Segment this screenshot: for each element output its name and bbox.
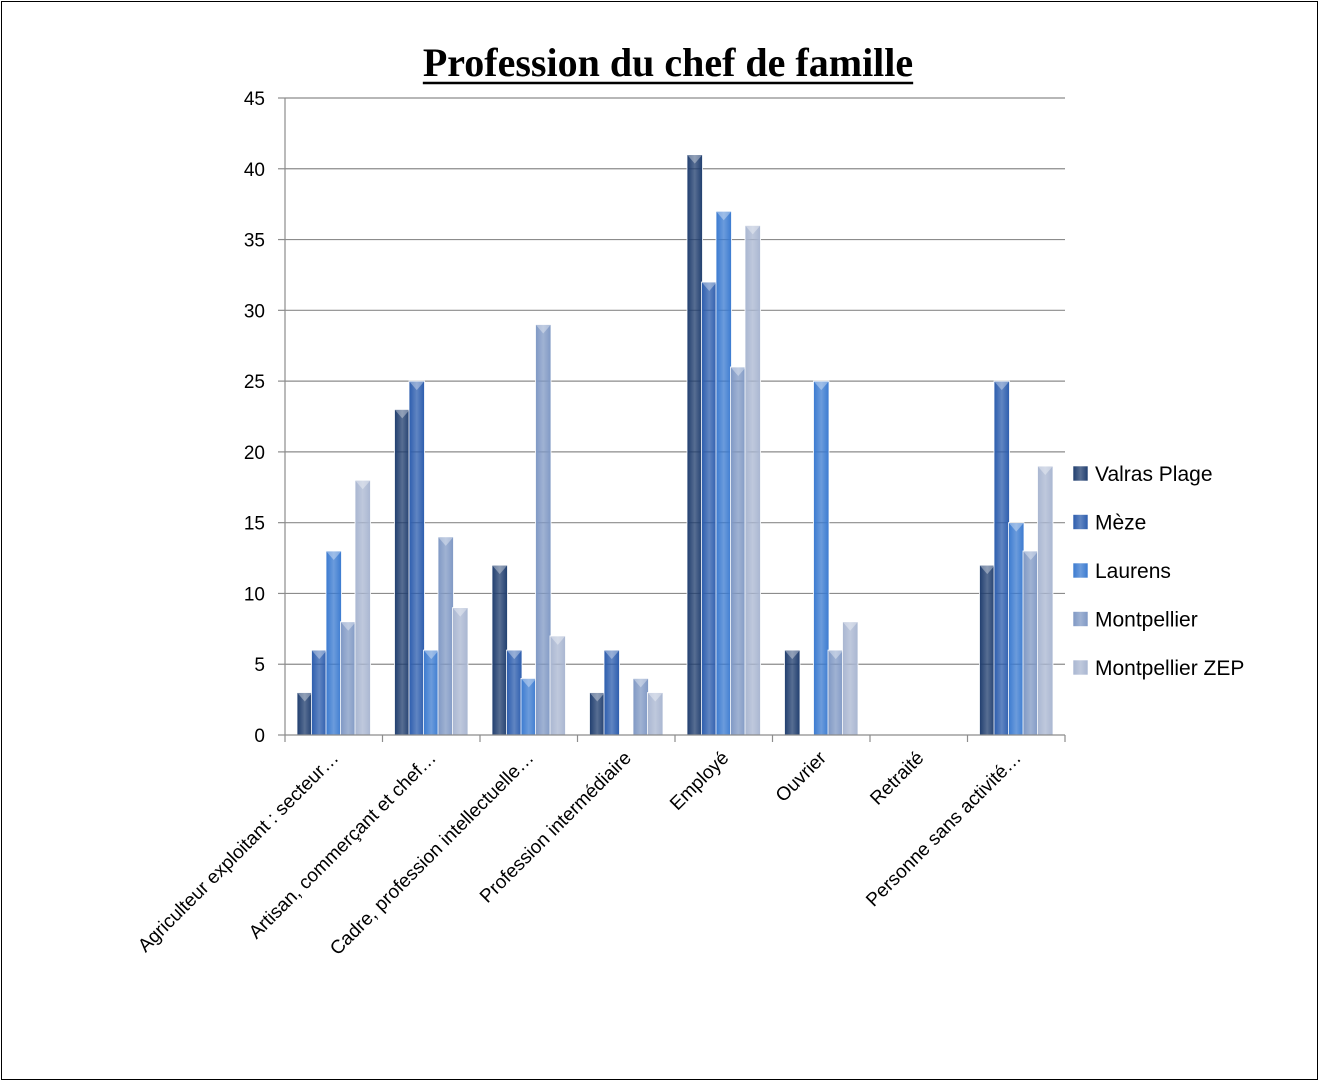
bar-montpellier-ouvrier bbox=[827, 649, 844, 736]
bar-montpellier-employe bbox=[730, 366, 747, 736]
legend: Valras Plage Mèze Laurens Montpellier Montpe… bbox=[1072, 463, 1244, 680]
legend-item-meze: Mèze bbox=[1072, 512, 1146, 535]
bar-valras-plage-employe bbox=[686, 154, 703, 736]
legend-swatch bbox=[1072, 514, 1089, 530]
legend-item-montpellier: Montpellier bbox=[1072, 609, 1198, 632]
y-tick-label: 45 bbox=[244, 89, 265, 110]
y-tick-label: 35 bbox=[244, 231, 265, 252]
bar-montpellier-zep-personne-sans-activite bbox=[1037, 465, 1054, 736]
bar-meze-agriculteur-exploitant-secteur bbox=[311, 649, 328, 736]
bar-meze-profession-intermediaire bbox=[603, 649, 620, 736]
bar-valras-plage-artisan-commercant-et-chef bbox=[394, 409, 411, 736]
legend-label: Montpellier bbox=[1095, 609, 1198, 632]
legend-swatch bbox=[1072, 659, 1089, 676]
bar-laurens-ouvrier bbox=[813, 380, 830, 736]
bar-meze-personne-sans-activite bbox=[993, 380, 1010, 736]
bar-montpellier-zep-artisan-commercant-et-chef bbox=[452, 607, 469, 736]
y-axis-ticks: 0 5 10 15 20 25 30 35 40 45 bbox=[244, 89, 285, 747]
bar-montpellier-zep-employe bbox=[744, 224, 761, 736]
bar-montpellier-zep-cadre-profession-intellectuelle bbox=[549, 635, 566, 736]
legend-item-montpellier-zep: Montpellier ZEP bbox=[1072, 657, 1244, 680]
x-axis-labels: Agriculteur exploitant : secteur…Artisan… bbox=[134, 747, 1026, 959]
y-tick-label: 15 bbox=[244, 514, 265, 535]
bar-laurens-employe bbox=[715, 210, 732, 736]
y-tick-label: 40 bbox=[244, 160, 265, 181]
bar-montpellier-artisan-commercant-et-chef bbox=[437, 536, 454, 736]
legend-label: Laurens bbox=[1095, 560, 1171, 583]
legend-label: Valras Plage bbox=[1095, 463, 1213, 486]
bar-valras-plage-ouvrier bbox=[784, 649, 801, 736]
bar-montpellier-profession-intermediaire bbox=[632, 677, 649, 736]
bar-montpellier-cadre-profession-intellectuelle bbox=[535, 324, 552, 736]
bar-valras-plage-agriculteur-exploitant-secteur bbox=[296, 692, 313, 736]
bar-valras-plage-profession-intermediaire bbox=[589, 692, 606, 736]
legend-swatch bbox=[1072, 465, 1089, 482]
x-category-label: Cadre, profession intellectuelle… bbox=[326, 748, 538, 960]
bar-montpellier-personne-sans-activite bbox=[1022, 550, 1039, 736]
chart-title: Profession du chef de famille bbox=[423, 40, 913, 85]
y-tick-label: 0 bbox=[254, 726, 265, 747]
bar-montpellier-zep-ouvrier bbox=[842, 621, 859, 736]
y-tick-label: 10 bbox=[244, 584, 265, 605]
bar-valras-plage-cadre-profession-intellectuelle bbox=[491, 564, 508, 736]
y-tick-label: 25 bbox=[244, 372, 265, 393]
bar-meze-cadre-profession-intellectuelle bbox=[506, 649, 523, 736]
axes bbox=[284, 98, 1066, 742]
bar-montpellier-zep-profession-intermediaire bbox=[647, 692, 664, 736]
bar-laurens-personne-sans-activite bbox=[1008, 522, 1025, 736]
legend-label: Mèze bbox=[1095, 512, 1146, 535]
legend-item-valras-plage: Valras Plage bbox=[1072, 463, 1213, 486]
bar-laurens-cadre-profession-intellectuelle bbox=[520, 677, 537, 736]
bar-valras-plage-personne-sans-activite bbox=[979, 564, 996, 736]
bar-laurens-agriculteur-exploitant-secteur bbox=[325, 550, 342, 736]
bar-meze-employe bbox=[701, 281, 718, 736]
x-category-label: Personne sans activité… bbox=[862, 748, 1025, 911]
legend-item-laurens: Laurens bbox=[1072, 560, 1171, 583]
bar-meze-artisan-commercant-et-chef bbox=[408, 380, 425, 736]
bar-laurens-artisan-commercant-et-chef bbox=[423, 649, 440, 736]
legend-swatch bbox=[1072, 562, 1089, 579]
y-tick-label: 5 bbox=[254, 655, 265, 676]
y-tick-label: 20 bbox=[244, 443, 265, 464]
legend-label: Montpellier ZEP bbox=[1095, 657, 1244, 680]
bars bbox=[296, 154, 1054, 736]
x-category-label: Retraité bbox=[866, 748, 928, 810]
bar-montpellier-agriculteur-exploitant-secteur bbox=[340, 621, 357, 736]
legend-swatch bbox=[1072, 611, 1089, 627]
x-category-label: Employé bbox=[666, 748, 733, 815]
y-tick-label: 30 bbox=[244, 301, 265, 322]
x-category-label: Ouvrier bbox=[772, 747, 831, 806]
x-category-label: Agriculteur exploitant : secteur… bbox=[134, 748, 343, 957]
x-category-label: Artisan, commerçant et chef… bbox=[245, 748, 441, 944]
bar-montpellier-zep-agriculteur-exploitant-secteur bbox=[354, 479, 371, 736]
